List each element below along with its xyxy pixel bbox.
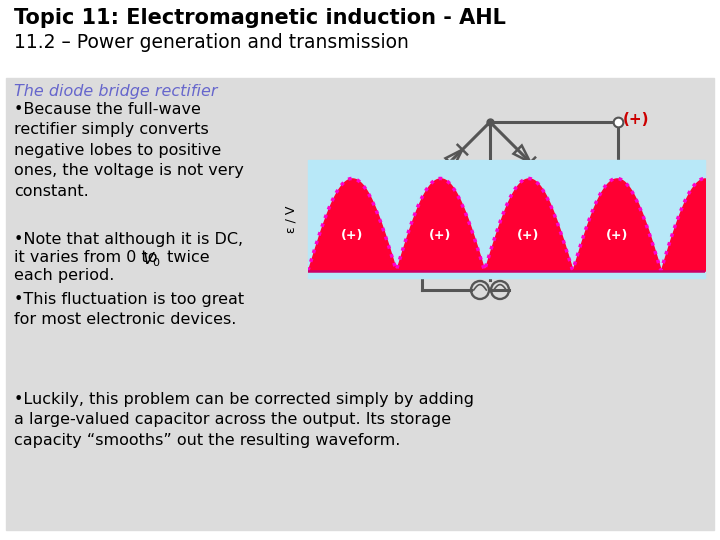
Text: (+): (+): [518, 229, 540, 242]
Text: •Luckily, this problem can be corrected simply by adding
a large-valued capacito: •Luckily, this problem can be corrected …: [14, 392, 474, 448]
Text: (+): (+): [623, 112, 649, 127]
Text: (+): (+): [341, 229, 364, 242]
Bar: [6, 78, 714, 530]
Bar: [484, 172, 496, 208]
Text: $V_0$: $V_0$: [142, 250, 161, 269]
Text: •This fluctuation is too great
for most electronic devices.: •This fluctuation is too great for most …: [14, 292, 244, 327]
Bar: [308, 160, 705, 278]
Text: (+): (+): [606, 229, 628, 242]
Text: each period.: each period.: [14, 268, 114, 283]
Text: ε / V: ε / V: [285, 205, 298, 233]
Text: it varies from 0 to: it varies from 0 to: [14, 250, 163, 265]
Text: (−): (−): [623, 253, 649, 267]
Text: twice: twice: [162, 250, 210, 265]
Text: Topic 11: Electromagnetic induction - AHL: Topic 11: Electromagnetic induction - AH…: [14, 8, 506, 28]
Text: The diode bridge rectifier: The diode bridge rectifier: [14, 84, 217, 99]
Text: •Because the full-wave
rectifier simply converts
negative lobes to positive
ones: •Because the full-wave rectifier simply …: [14, 102, 244, 199]
Text: •Note that although it is DC,: •Note that although it is DC,: [14, 232, 243, 247]
Text: (+): (+): [429, 229, 451, 242]
Bar: [0, 0, 720, 80]
Text: 11.2 – Power generation and transmission: 11.2 – Power generation and transmission: [14, 33, 409, 52]
